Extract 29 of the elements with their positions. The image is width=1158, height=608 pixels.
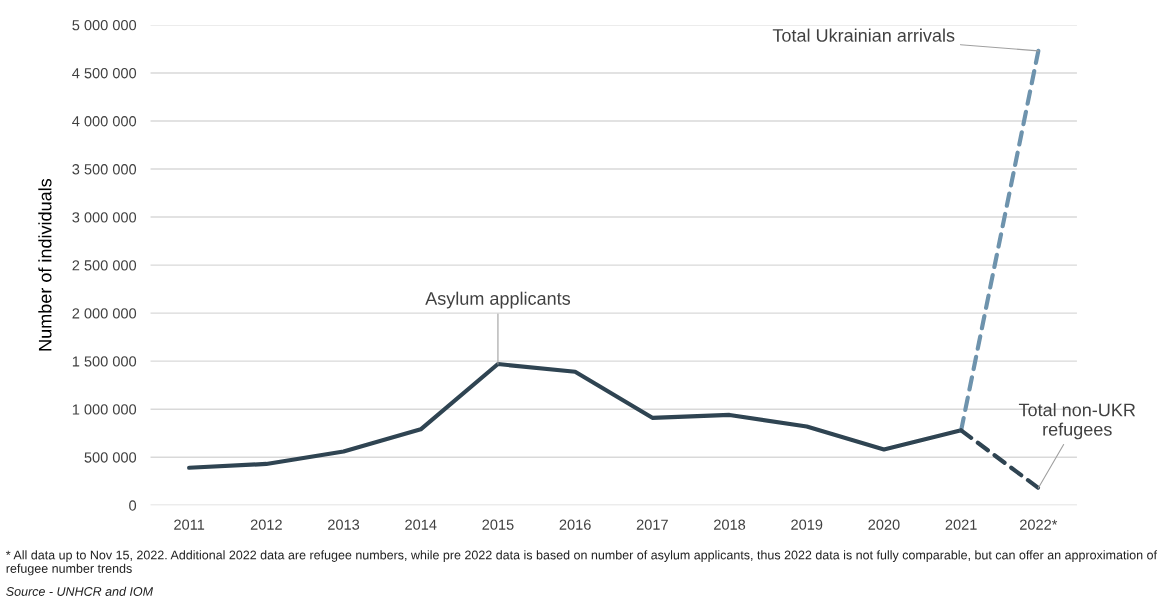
text: Asylum applicants	[425, 291, 571, 309]
text: * All data up to Nov 15, 2022. Additional 2022 data are refugee numbers, while pre 2022 data is based on number of asylum applicants, thus 2022 data is not fully comparable, but can offer an approximation of refugee number trends	[5, 550, 1158, 576]
source-note: Source - UNHCR and IOM	[6, 586, 154, 596]
x-tick-label: 2018	[714, 519, 746, 530]
y-tick-label: 3 500 000	[72, 164, 137, 175]
y-tick-label: 1 000 000	[72, 404, 137, 415]
y-tick-label: 0	[129, 500, 137, 511]
x-tick-label: 2019	[791, 519, 823, 530]
y-tick-label: 4 500 000	[72, 68, 137, 79]
x-tick-label: 2013	[328, 519, 360, 530]
y-tick-label: 500 000	[84, 452, 137, 463]
x-tick-label: 2011	[174, 519, 205, 530]
y-tick-label: 3 000 000	[72, 212, 137, 223]
text: Total Ukrainian arrivals	[772, 28, 955, 42]
x-tick-label: 2012	[250, 519, 282, 530]
y-tick-label: 2 000 000	[72, 308, 137, 319]
y-tick-label: 5 000 000	[72, 20, 137, 31]
y-tick-label: 4 000 000	[72, 116, 137, 127]
series-label: Total non-UKR refugees	[1018, 403, 1136, 440]
x-tick-label: 2015	[482, 519, 514, 530]
x-tick-label: 2016	[559, 519, 591, 530]
x-tick-label: 2017	[636, 519, 668, 530]
x-tick-label: 2020	[868, 519, 900, 530]
y-tick-label: 1 500 000	[72, 356, 137, 367]
y-tick-label: 2 500 000	[72, 260, 137, 271]
x-tick-label: 2021	[945, 519, 977, 530]
x-tick-label: 2022*	[1020, 519, 1058, 530]
x-tick-label: 2014	[405, 519, 437, 530]
y-axis-title: Number of individuals	[38, 178, 52, 351]
